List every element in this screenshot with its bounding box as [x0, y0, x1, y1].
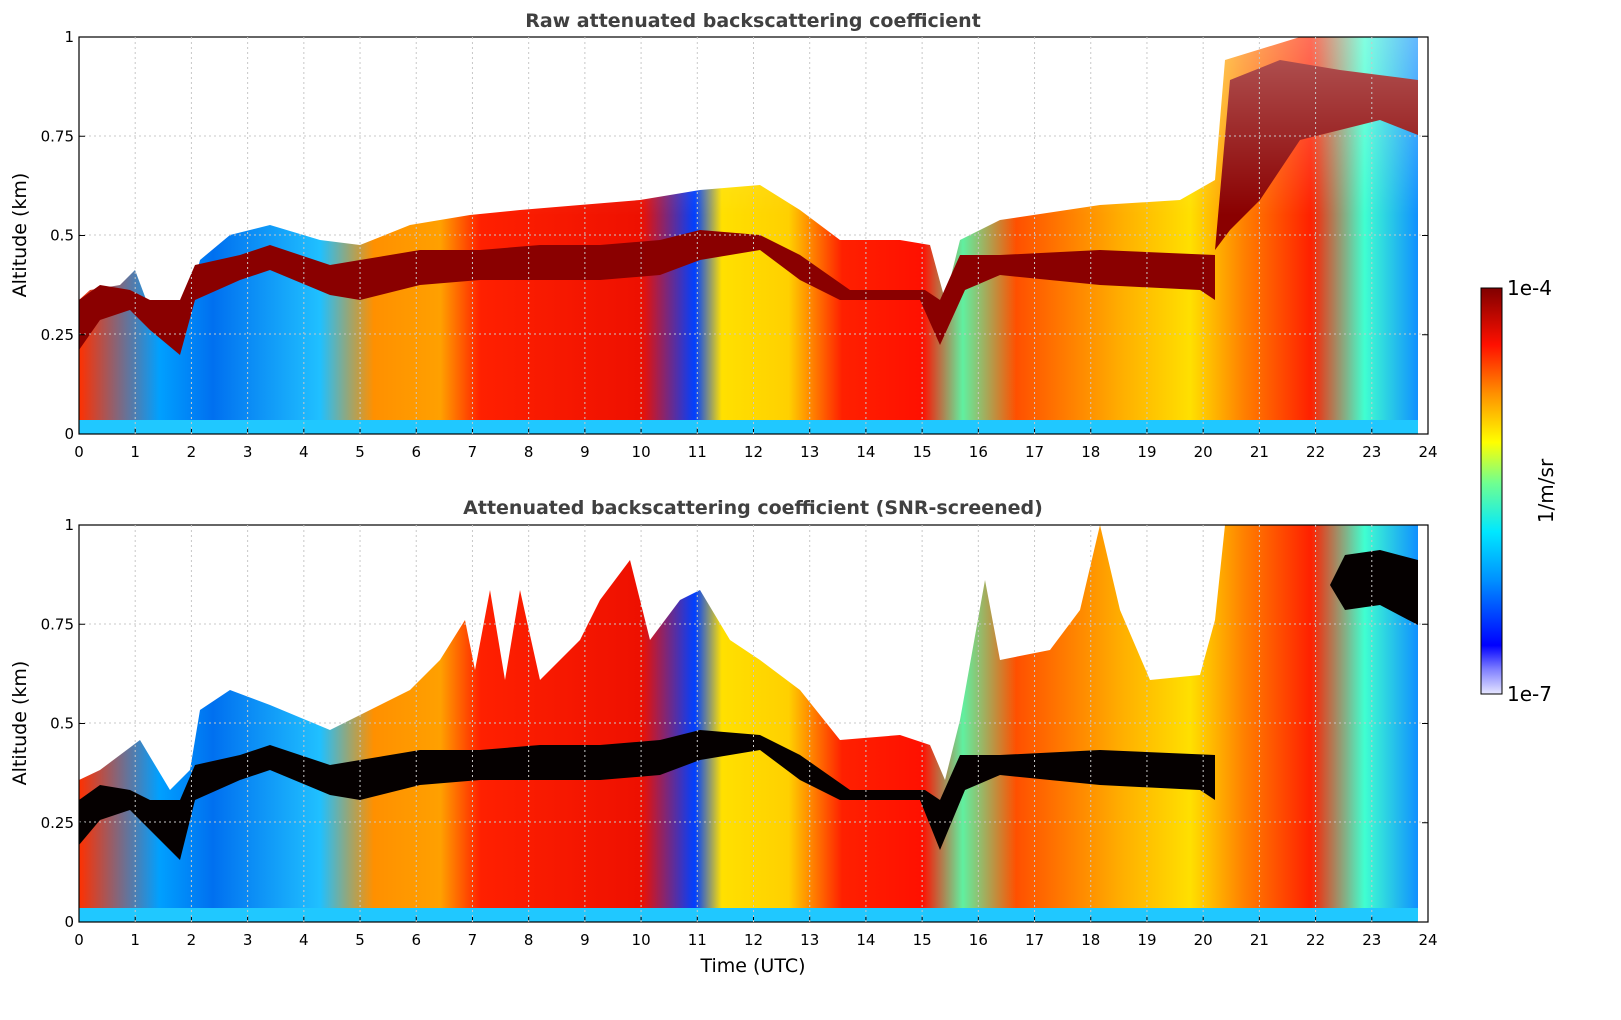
x-tick-label: 13 [800, 443, 819, 461]
x-tick-label: 3 [243, 443, 253, 461]
x-tick-label: 19 [1137, 931, 1156, 949]
x-tick-label: 12 [744, 443, 763, 461]
x-tick-label: 2 [187, 931, 197, 949]
x-tick-label: 18 [1081, 931, 1100, 949]
colorbar-max-label: 1e-4 [1507, 276, 1552, 300]
x-tick-label: 6 [411, 931, 421, 949]
x-tick-label: 22 [1306, 931, 1325, 949]
x-tick-label: 17 [1025, 443, 1044, 461]
x-tick-label: 19 [1137, 443, 1156, 461]
saturated-layer-screened [79, 730, 1215, 860]
backscatter-field-screened [79, 525, 1418, 922]
colorbar-scale [1480, 287, 1503, 695]
x-tick-label: 22 [1306, 443, 1325, 461]
y-tick-label: 0.75 [41, 127, 74, 145]
y-tick-label: 0.25 [41, 814, 74, 832]
x-tick-label: 23 [1362, 443, 1381, 461]
panel-screened-y-ticks: 0 0.25 0.5 0.75 1 [41, 516, 1428, 931]
x-tick-label: 16 [969, 931, 988, 949]
panel-screened-x-ticks: 0 1 2 3 4 5 6 7 8 9 10 11 12 13 14 15 16 17 18 19 20 21 22 23 24 [74, 525, 1438, 949]
x-tick-label: 1 [130, 931, 140, 949]
x-tick-label: 4 [299, 931, 309, 949]
x-tick-label: 0 [74, 443, 84, 461]
colorbar: 1e-4 1e-7 1/m/sr [1480, 276, 1558, 706]
x-tick-label: 5 [355, 443, 365, 461]
xlabel-time: Time (UTC) [699, 955, 805, 977]
x-tick-label: 7 [468, 443, 478, 461]
y-tick-label: 1 [64, 28, 74, 46]
panel-raw-x-ticks: 0 1 2 3 4 5 6 7 8 9 10 11 12 13 14 15 16 17 18 19 20 21 22 23 24 [74, 37, 1438, 461]
y-tick-label: 0.75 [41, 615, 74, 633]
x-tick-label: 21 [1250, 931, 1269, 949]
x-tick-label: 11 [688, 443, 707, 461]
x-tick-label: 9 [580, 443, 590, 461]
x-tick-label: 14 [856, 931, 875, 949]
colorbar-unit-label: 1/m/sr [1534, 458, 1558, 523]
x-tick-label: 23 [1362, 931, 1381, 949]
x-tick-label: 24 [1418, 443, 1437, 461]
x-tick-label: 10 [632, 443, 651, 461]
x-tick-label: 1 [130, 443, 140, 461]
x-tick-label: 12 [744, 931, 763, 949]
surface-band-screened [79, 908, 1418, 922]
y-tick-label: 0.25 [41, 326, 74, 344]
upper-saturated-layer [1330, 550, 1418, 625]
x-tick-label: 15 [913, 443, 932, 461]
panel-raw: Raw attenuated backscattering coefficien… [9, 10, 1438, 461]
panel-screened: Attenuated backscattering coefficient (S… [9, 497, 1438, 977]
x-tick-label: 7 [468, 931, 478, 949]
x-tick-label: 20 [1194, 443, 1213, 461]
x-tick-label: 5 [355, 931, 365, 949]
x-tick-label: 8 [524, 443, 534, 461]
y-tick-label: 0.5 [50, 715, 74, 733]
colorbar-min-label: 1e-7 [1507, 682, 1552, 706]
x-tick-label: 9 [580, 931, 590, 949]
panel-screened-title: Attenuated backscattering coefficient (S… [463, 497, 1043, 519]
x-tick-label: 0 [74, 931, 84, 949]
y-tick-label: 0 [64, 913, 74, 931]
panel-raw-title: Raw attenuated backscattering coefficien… [525, 10, 981, 32]
x-tick-label: 3 [243, 931, 253, 949]
y-tick-label: 0 [64, 425, 74, 443]
y-tick-label: 1 [64, 516, 74, 534]
x-tick-label: 4 [299, 443, 309, 461]
x-tick-label: 14 [856, 443, 875, 461]
panel-screened-ylabel: Altitude (km) [9, 661, 31, 786]
x-tick-label: 2 [187, 443, 197, 461]
panel-raw-y-ticks: 0 0.25 0.5 0.75 1 [41, 28, 1428, 443]
x-tick-label: 17 [1025, 931, 1044, 949]
x-tick-label: 8 [524, 931, 534, 949]
x-tick-label: 6 [411, 443, 421, 461]
x-tick-label: 21 [1250, 443, 1269, 461]
x-tick-label: 16 [969, 443, 988, 461]
y-tick-label: 0.5 [50, 227, 74, 245]
panel-raw-ylabel: Altitude (km) [9, 173, 31, 298]
x-tick-label: 11 [688, 931, 707, 949]
x-tick-label: 20 [1194, 931, 1213, 949]
x-tick-label: 24 [1418, 931, 1437, 949]
x-tick-label: 18 [1081, 443, 1100, 461]
x-tick-label: 10 [632, 931, 651, 949]
x-tick-label: 13 [800, 931, 819, 949]
x-tick-label: 15 [913, 931, 932, 949]
